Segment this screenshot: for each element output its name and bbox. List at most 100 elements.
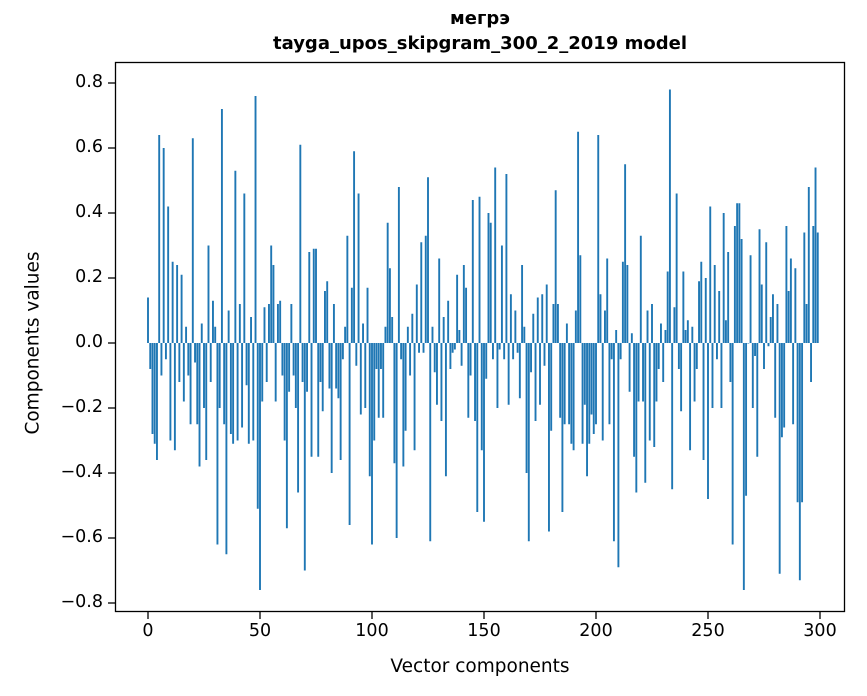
bar-component-27 [207, 245, 210, 343]
bar-component-275 [763, 343, 765, 369]
bar-component-182 [554, 190, 557, 343]
bar-component-298 [814, 167, 817, 343]
bar-component-3 [153, 343, 156, 444]
bar-component-150 [483, 343, 485, 522]
bar-component-38 [232, 343, 235, 444]
bar-component-292 [801, 343, 804, 503]
bar-component-98 [366, 287, 369, 343]
bar-component-195 [583, 343, 586, 405]
chart-title-word: мегрэ [450, 8, 510, 29]
bar-component-265 [740, 239, 743, 343]
bar-component-216 [630, 333, 633, 343]
bar-component-290 [796, 343, 799, 503]
bar-component-268 [747, 343, 750, 344]
bar-component-119 [413, 343, 416, 451]
y-tick-label-0.2: 0.2 [75, 267, 103, 287]
bar-component-64 [290, 304, 293, 343]
bar-component-296 [810, 343, 812, 382]
bar-component-167 [521, 265, 524, 343]
bar-component-76 [317, 343, 320, 457]
bar-component-82 [330, 343, 333, 473]
bar-component-223 [646, 310, 649, 343]
bar-component-133 [444, 343, 447, 477]
bar-component-8 [164, 343, 167, 360]
bar-component-149 [480, 343, 483, 451]
bar-component-252 [711, 343, 714, 408]
bar-component-254 [716, 343, 718, 360]
bar-component-231 [664, 330, 667, 343]
bar-component-266 [742, 343, 745, 590]
bar-component-262 [733, 226, 736, 343]
bar-component-124 [424, 235, 427, 343]
bar-component-13 [176, 265, 179, 343]
bar-component-34 [223, 343, 226, 425]
bar-component-154 [492, 343, 494, 360]
y-tick-label--0.6: −0.6 [60, 527, 104, 547]
bar-component-123 [422, 343, 425, 353]
bar-component-52 [263, 307, 266, 343]
x-axis-label: Vector components [390, 656, 570, 677]
bar-component-114 [402, 343, 405, 467]
y-tick-label--0.4: −0.4 [60, 462, 104, 482]
bar-component-54 [268, 304, 270, 343]
bar-component-49 [256, 343, 259, 509]
bar-component-39 [234, 170, 237, 343]
bar-component-87 [341, 343, 344, 360]
bar-component-100 [371, 343, 373, 545]
bar-component-101 [373, 343, 376, 441]
bar-component-233 [668, 89, 671, 343]
bar-component-258 [724, 320, 727, 343]
chart-title: мегрэ tayga_upos_skipgram_300_2_2019 mod… [115, 6, 845, 56]
bar-component-172 [532, 313, 535, 343]
bar-component-278 [769, 317, 772, 343]
bar-component-69 [301, 343, 304, 382]
bar-component-66 [294, 343, 297, 408]
bar-component-144 [469, 343, 472, 376]
bar-component-10 [169, 343, 172, 441]
bar-component-15 [180, 274, 183, 343]
bar-component-180 [550, 343, 553, 431]
bar-component-141 [462, 265, 465, 343]
bar-component-155 [494, 167, 497, 343]
bar-component-248 [702, 343, 705, 460]
bar-component-67 [297, 343, 300, 493]
bar-component-20 [191, 138, 194, 343]
bar-component-177 [543, 343, 546, 366]
bar-component-218 [635, 343, 638, 493]
bar-component-94 [357, 193, 360, 343]
bar-component-206 [608, 343, 611, 425]
bar-component-260 [729, 343, 732, 382]
bar-component-225 [651, 304, 653, 343]
bar-component-36 [227, 310, 230, 343]
bar-component-210 [617, 343, 620, 568]
bar-component-1 [149, 343, 152, 369]
bar-component-295 [807, 187, 810, 343]
bar-component-143 [467, 343, 470, 418]
bar-component-71 [306, 343, 308, 392]
bars-group [147, 89, 819, 590]
bar-component-183 [556, 304, 559, 343]
bar-component-271 [754, 343, 756, 356]
bar-component-191 [574, 310, 577, 343]
bar-component-198 [590, 343, 593, 415]
bar-component-230 [662, 343, 665, 382]
bar-component-70 [303, 343, 306, 571]
bar-component-45 [247, 343, 250, 444]
bar-component-227 [655, 343, 658, 402]
bar-component-245 [695, 343, 698, 369]
bar-component-285 [785, 226, 788, 343]
bar-component-156 [496, 343, 499, 408]
bar-component-103 [377, 343, 380, 418]
bar-component-93 [355, 343, 358, 366]
bar-component-11 [171, 261, 174, 343]
bar-component-106 [384, 326, 387, 343]
bar-component-146 [474, 343, 476, 421]
bar-component-65 [292, 343, 295, 376]
bar-component-12 [173, 343, 176, 451]
bar-component-44 [245, 343, 248, 386]
bar-component-90 [348, 343, 351, 525]
bar-component-16 [182, 343, 185, 402]
bar-component-139 [458, 330, 461, 343]
bar-component-29 [212, 300, 214, 343]
